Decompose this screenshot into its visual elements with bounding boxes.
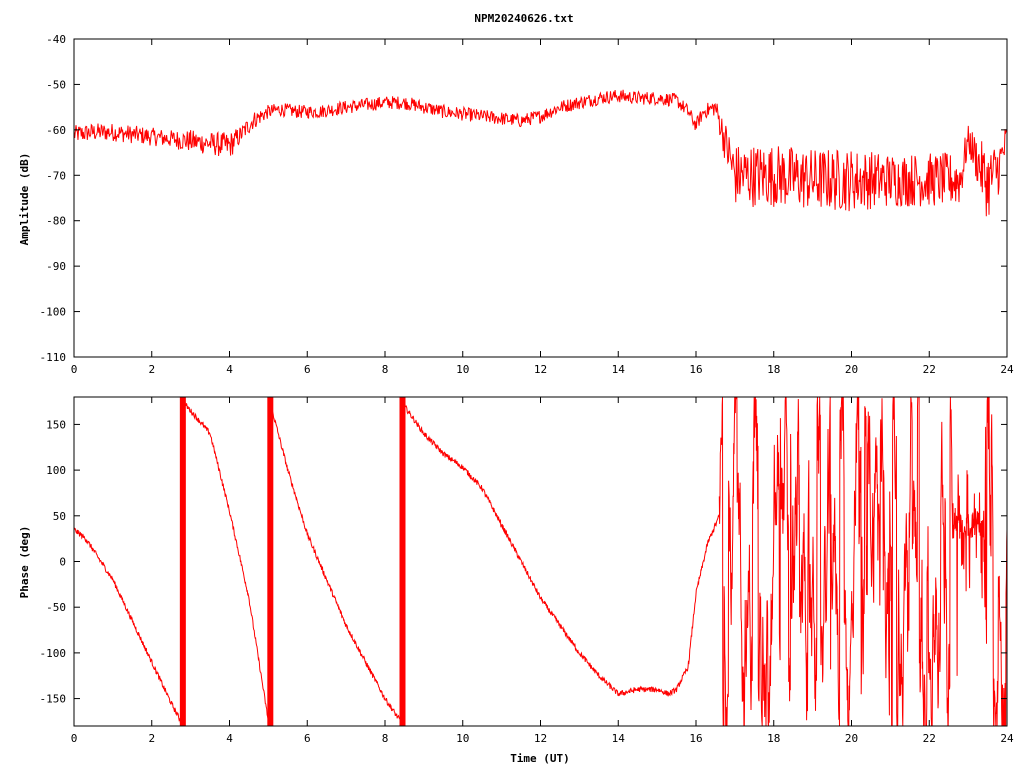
- x-tick-label: 2: [148, 732, 155, 745]
- x-tick-label: 4: [226, 732, 233, 745]
- phase-series-line: [74, 399, 720, 724]
- y-tick-label: 50: [53, 510, 66, 523]
- x-tick-label: 12: [534, 363, 547, 376]
- x-tick-label: 20: [845, 363, 858, 376]
- x-tick-label: 24: [1000, 363, 1014, 376]
- y-tick-label: -70: [46, 169, 66, 182]
- y-tick-label: -80: [46, 215, 66, 228]
- y-tick-label: -40: [46, 33, 66, 46]
- y-tick-label: -90: [46, 260, 66, 273]
- phase-noisy-series-line: [718, 397, 1007, 726]
- y-tick-label: -100: [40, 306, 67, 319]
- x-tick-label: 10: [456, 732, 469, 745]
- y-tick-label: -50: [46, 601, 66, 614]
- x-tick-label: 6: [304, 363, 311, 376]
- x-tick-label: 18: [767, 732, 780, 745]
- x-tick-label: 16: [689, 363, 702, 376]
- x-tick-label: 0: [71, 363, 78, 376]
- phase-wrap-band: [267, 397, 274, 726]
- phase-wrap-band: [399, 397, 406, 726]
- y-tick-label: -150: [40, 693, 67, 706]
- y-tick-label: -110: [40, 351, 67, 364]
- y-tick-label: 150: [46, 418, 66, 431]
- x-tick-label: 6: [304, 732, 311, 745]
- x-tick-label: 16: [689, 732, 702, 745]
- amplitude-panel: 0 2 4 6 8 10 12 14 16 18 20 22 24-40-50-60-70-80-90-…: [40, 33, 1014, 376]
- x-tick-label: 0: [71, 732, 78, 745]
- y-tick-label: 100: [46, 464, 66, 477]
- x-tick-label: 22: [923, 732, 936, 745]
- x-tick-label: 18: [767, 363, 780, 376]
- x-tick-label: 10: [456, 363, 469, 376]
- x-tick-label: 8: [382, 363, 389, 376]
- chart-title: NPM20240626.txt: [474, 12, 573, 25]
- data-layer: [74, 89, 1007, 217]
- y-tick-label: -100: [40, 647, 67, 660]
- phase-panel: 0 2 4 6 8 10 12 14 16 18 20 22 24150100500-50-100-15…: [40, 396, 1014, 745]
- x-tick-label: 24: [1000, 732, 1014, 745]
- data-layer: [74, 397, 1007, 726]
- x-tick-label: 14: [612, 363, 626, 376]
- y-tick-label: -60: [46, 124, 66, 137]
- phase-wrap-band: [179, 397, 186, 726]
- x-tick-label: 14: [612, 732, 626, 745]
- x-tick-label: 8: [382, 732, 389, 745]
- x-tick-label: 20: [845, 732, 858, 745]
- x-tick-label: 4: [226, 363, 233, 376]
- time-x-axis-label: Time (UT): [510, 752, 570, 765]
- x-tick-label: 12: [534, 732, 547, 745]
- y-tick-label: 0: [59, 556, 66, 569]
- y-tick-label: -50: [46, 78, 66, 91]
- amplitude-y-axis-label: Amplitude (dB): [18, 153, 31, 246]
- phase-y-axis-label: Phase (deg): [18, 526, 31, 599]
- x-tick-label: 22: [923, 363, 936, 376]
- x-tick-label: 2: [148, 363, 155, 376]
- amplitude-series-line: [74, 89, 1007, 217]
